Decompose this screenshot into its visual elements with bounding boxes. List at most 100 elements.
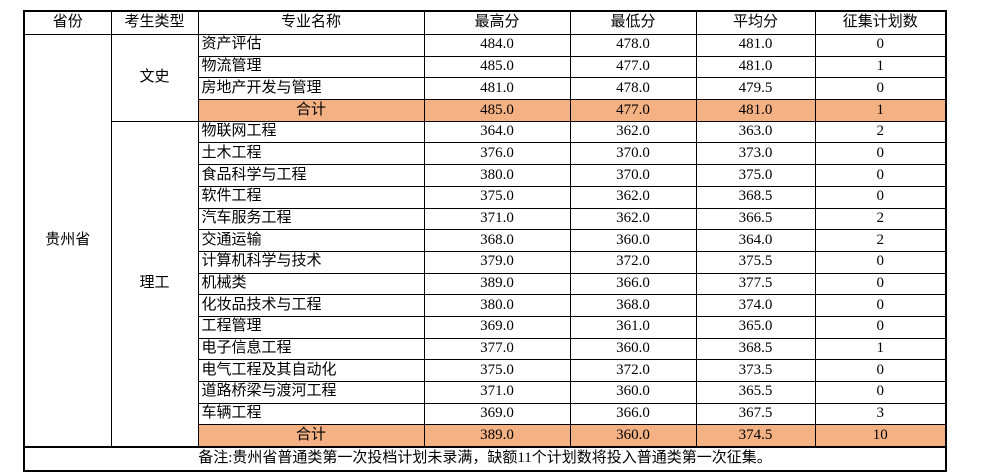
col-header-max-score: 最高分 [423, 10, 571, 35]
plan-count-cell: 0 [814, 77, 947, 101]
avg-score-cell: 366.5 [695, 207, 816, 231]
min-score-cell: 477.0 [569, 55, 697, 79]
max-score-cell: 377.0 [423, 337, 571, 361]
min-score-cell: 362.0 [569, 120, 697, 144]
avg-score-cell: 367.5 [695, 402, 816, 426]
min-score-cell: 360.0 [569, 424, 697, 448]
note-row: 备注:贵州省普通类第一次投档计划未录满，缺额11个计划数将投入普通类第一次征集。 [23, 446, 947, 472]
max-score-cell: 484.0 [423, 34, 571, 57]
min-score-cell: 362.0 [569, 185, 697, 209]
major-cell: 道路桥梁与渡河工程 [197, 381, 425, 404]
major-cell: 工程管理 [197, 315, 425, 339]
min-score-cell: 372.0 [569, 359, 697, 382]
avg-score-cell: 365.0 [695, 315, 816, 339]
max-score-cell: 485.0 [423, 55, 571, 79]
col-header-major: 专业名称 [197, 10, 425, 35]
max-score-cell: 376.0 [423, 142, 571, 166]
table-row: 汽车服务工程 371.0 362.0 366.5 2 [24, 207, 947, 231]
table-row: 道路桥梁与渡河工程 371.0 360.0 365.5 0 [24, 381, 947, 404]
major-cell: 交通运输 [197, 229, 425, 252]
plan-count-cell: 1 [814, 337, 947, 361]
plan-count-cell: 10 [814, 424, 947, 448]
plan-count-cell: 2 [814, 120, 947, 144]
major-cell: 资产评估 [197, 34, 425, 57]
avg-score-cell: 373.5 [695, 359, 816, 382]
admission-score-table-wrap: 省份 考生类型 专业名称 最高分 最低分 平均分 征集计划数 贵州省 文史 资产… [23, 10, 947, 472]
major-cell: 土木工程 [197, 142, 425, 166]
major-cell: 汽车服务工程 [197, 207, 425, 231]
max-score-cell: 485.0 [423, 99, 571, 122]
table-row: 车辆工程 369.0 366.0 367.5 3 [24, 402, 947, 426]
min-score-cell: 360.0 [569, 229, 697, 252]
max-score-cell: 375.0 [423, 359, 571, 382]
max-score-cell: 371.0 [423, 207, 571, 231]
avg-score-cell: 375.0 [695, 164, 816, 187]
major-cell: 物流管理 [197, 55, 425, 79]
candidate-type-cell-wenshi: 文史 [110, 34, 199, 122]
plan-count-cell: 1 [814, 99, 947, 122]
table-row: 理工 物联网工程 364.0 362.0 363.0 2 [24, 120, 947, 448]
min-score-cell: 360.0 [569, 337, 697, 361]
avg-score-cell: 377.5 [695, 272, 816, 296]
plan-count-cell: 0 [814, 34, 947, 57]
candidate-type-cell-ligong: 理工 [110, 120, 199, 448]
max-score-cell: 481.0 [423, 77, 571, 101]
min-score-cell: 360.0 [569, 381, 697, 404]
max-score-cell: 380.0 [423, 164, 571, 187]
plan-count-cell: 0 [814, 250, 947, 274]
col-header-candidate-type: 考生类型 [110, 10, 199, 35]
plan-count-cell: 0 [814, 381, 947, 404]
max-score-cell: 371.0 [423, 381, 571, 404]
min-score-cell: 366.0 [569, 272, 697, 296]
col-header-avg-score: 平均分 [695, 10, 816, 35]
min-score-cell: 362.0 [569, 207, 697, 231]
plan-count-cell: 0 [814, 185, 947, 209]
admission-score-table: 省份 考生类型 专业名称 最高分 最低分 平均分 征集计划数 贵州省 文史 资产… [23, 10, 947, 472]
max-score-cell: 379.0 [423, 250, 571, 274]
avg-score-cell: 374.0 [695, 294, 816, 317]
major-cell: 电气工程及其自动化 [197, 359, 425, 382]
col-header-min-score: 最低分 [569, 10, 697, 35]
subtotal-label: 合计 [197, 424, 425, 448]
plan-count-cell: 0 [814, 142, 947, 166]
min-score-cell: 370.0 [569, 142, 697, 166]
col-header-province: 省份 [23, 10, 112, 35]
table-row: 食品科学与工程 380.0 370.0 375.0 0 [24, 164, 947, 187]
max-score-cell: 389.0 [423, 272, 571, 296]
avg-score-cell: 375.5 [695, 250, 816, 274]
table-row: 交通运输 368.0 360.0 364.0 2 [24, 229, 947, 252]
avg-score-cell: 373.0 [695, 142, 816, 166]
major-cell: 车辆工程 [197, 402, 425, 426]
subtotal-label: 合计 [197, 99, 425, 122]
min-score-cell: 366.0 [569, 402, 697, 426]
header-row: 省份 考生类型 专业名称 最高分 最低分 平均分 征集计划数 [23, 10, 947, 35]
major-cell: 机械类 [197, 272, 425, 296]
plan-count-cell: 3 [814, 402, 947, 426]
min-score-cell: 478.0 [569, 77, 697, 101]
avg-score-cell: 368.5 [695, 337, 816, 361]
major-cell: 物联网工程 [197, 120, 425, 144]
avg-score-cell: 479.5 [695, 77, 816, 101]
major-cell: 软件工程 [197, 185, 425, 209]
avg-score-cell: 364.0 [695, 229, 816, 252]
avg-score-cell: 368.5 [695, 185, 816, 209]
major-cell: 房地产开发与管理 [197, 77, 425, 101]
plan-count-cell: 0 [814, 315, 947, 339]
subtotal-row-wenshi: 合计 485.0 477.0 481.0 1 [24, 99, 947, 122]
avg-score-cell: 365.5 [695, 381, 816, 404]
major-cell: 计算机科学与技术 [197, 250, 425, 274]
plan-count-cell: 2 [814, 229, 947, 252]
table-row: 计算机科学与技术 379.0 372.0 375.5 0 [24, 250, 947, 274]
table-row: 机械类 389.0 366.0 377.5 0 [24, 272, 947, 296]
plan-count-cell: 1 [814, 55, 947, 79]
table-row: 贵州省 文史 资产评估 484.0 478.0 481.0 0 [23, 34, 947, 448]
plan-count-cell: 0 [814, 272, 947, 296]
max-score-cell: 389.0 [423, 424, 571, 448]
plan-count-cell: 2 [814, 207, 947, 231]
max-score-cell: 364.0 [423, 120, 571, 144]
col-header-plan-count: 征集计划数 [814, 10, 947, 35]
major-cell: 化妆品技术与工程 [197, 294, 425, 317]
major-cell: 电子信息工程 [197, 337, 425, 361]
table-row: 物流管理 485.0 477.0 481.0 1 [24, 55, 947, 79]
min-score-cell: 478.0 [569, 34, 697, 57]
